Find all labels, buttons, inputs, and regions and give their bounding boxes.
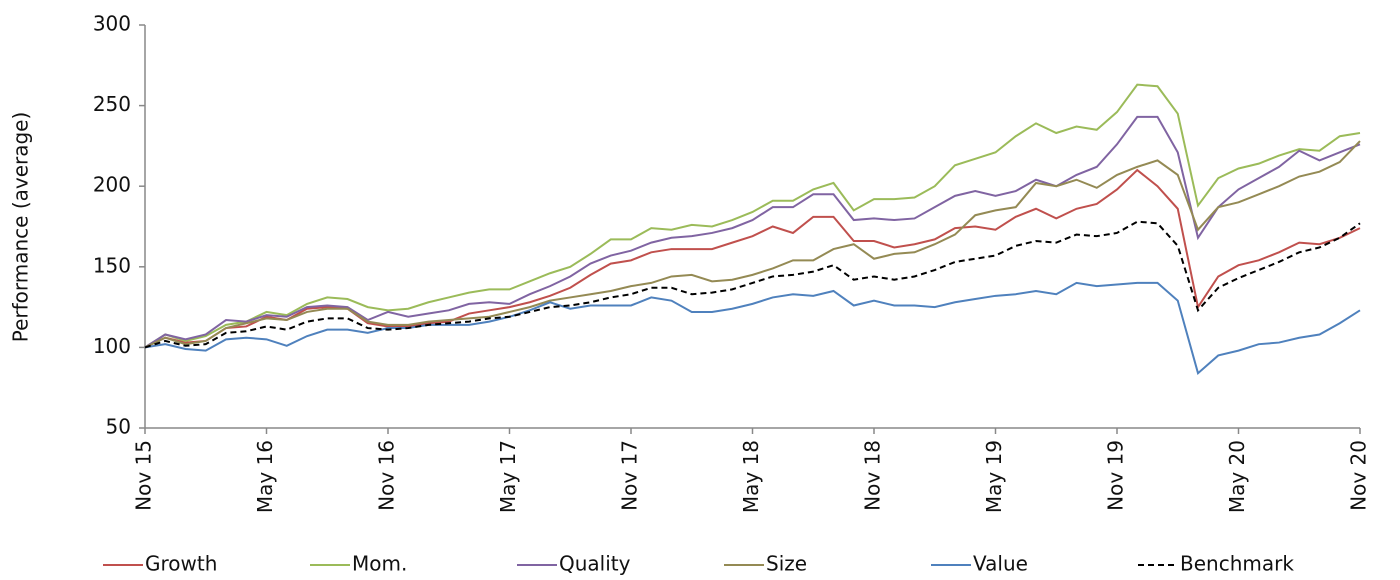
y-tick-label: 200 <box>93 173 131 197</box>
x-tick-label: May 16 <box>253 440 277 513</box>
series-line <box>144 140 1361 349</box>
legend-label: Benchmark <box>1180 552 1294 576</box>
series-line <box>144 83 1361 349</box>
x-tick-label: May 20 <box>1225 440 1249 513</box>
x-tick-label: Nov 15 <box>132 440 156 511</box>
y-axis-label: Performance (average) <box>9 112 33 343</box>
y-tick-label: 300 <box>93 12 131 36</box>
legend-label: Growth <box>145 552 217 576</box>
legend-label: Size <box>766 552 807 576</box>
x-tick-label: May 17 <box>496 440 520 513</box>
x-tick-label: May 18 <box>739 440 763 513</box>
legend-label: Value <box>973 552 1028 576</box>
x-tick-label: Nov 20 <box>1347 440 1371 511</box>
series-line <box>144 281 1361 375</box>
y-tick-label: 100 <box>93 334 131 358</box>
x-tick-label: Nov 17 <box>618 440 642 511</box>
y-tick-label: 150 <box>93 253 131 277</box>
legend-label: Quality <box>559 552 631 576</box>
series-line <box>144 115 1361 349</box>
series-line <box>144 168 1361 349</box>
x-tick-label: Nov 16 <box>375 440 399 511</box>
x-tick-label: Nov 19 <box>1104 440 1128 511</box>
y-tick-label: 50 <box>106 415 131 439</box>
legend-label: Mom. <box>352 552 407 576</box>
x-tick-label: May 19 <box>982 440 1006 513</box>
y-tick-label: 250 <box>93 92 131 116</box>
x-tick-label: Nov 18 <box>861 440 885 511</box>
series-line <box>144 220 1361 349</box>
